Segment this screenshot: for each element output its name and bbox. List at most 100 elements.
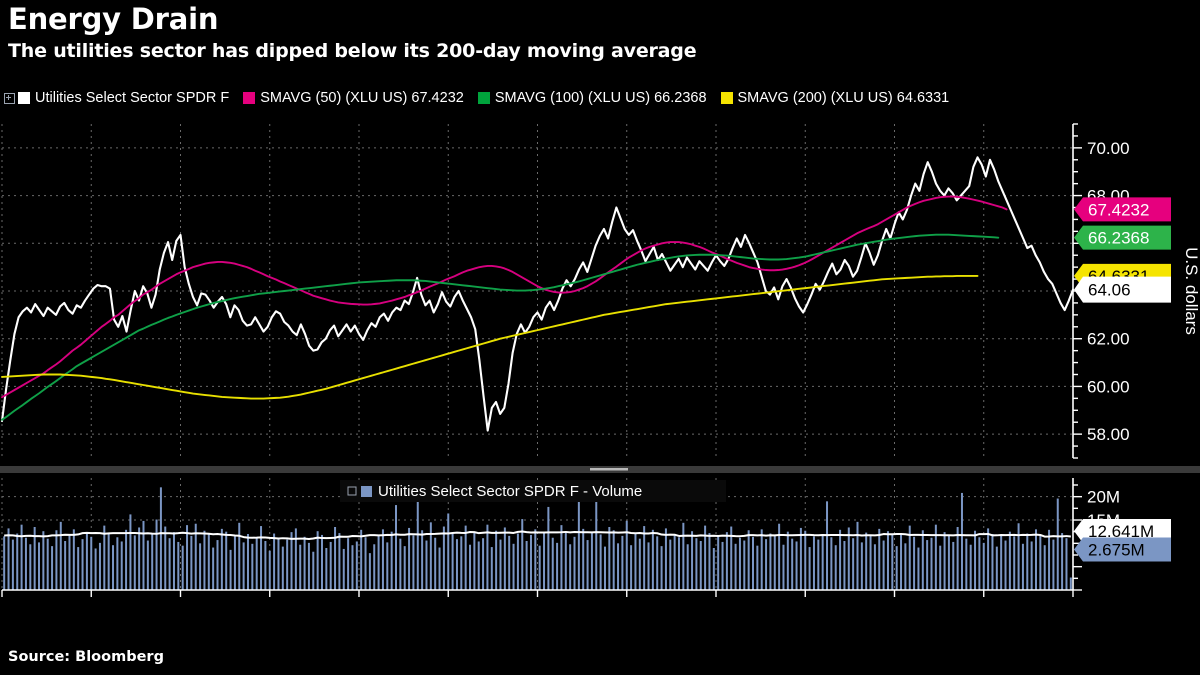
- legend-label-2: SMAVG (100) (XLU US) 66.2368: [494, 90, 707, 106]
- panel-splitter-handle[interactable]: [590, 468, 628, 471]
- volume-bar: [647, 542, 650, 590]
- volume-bar: [451, 534, 454, 590]
- volume-bar: [120, 541, 123, 590]
- volume-bar: [773, 534, 776, 590]
- volume-bar: [429, 522, 432, 590]
- volume-bar: [873, 544, 876, 590]
- volume-bar: [325, 548, 328, 590]
- volume-avg-line: [4, 530, 1071, 540]
- volume-bar: [233, 536, 236, 590]
- volume-bar: [334, 527, 337, 590]
- y-axis-title: U.S. dollars: [1182, 247, 1200, 335]
- volume-bar: [564, 531, 567, 590]
- volume-bar: [425, 540, 428, 590]
- volume-bar: [712, 548, 715, 590]
- volume-bar: [621, 535, 624, 590]
- legend-item-2[interactable]: SMAVG (100) (XLU US) 66.2368: [477, 90, 707, 106]
- volume-bar: [129, 514, 132, 590]
- svg-text:2.675M: 2.675M: [1088, 541, 1145, 560]
- volume-bar: [469, 544, 472, 590]
- volume-bar: [599, 534, 602, 590]
- volume-bar: [20, 524, 23, 590]
- volume-bar: [843, 541, 846, 590]
- volume-bar: [273, 533, 276, 590]
- volume-axis-label-20M: 20M: [1087, 488, 1120, 507]
- volume-bar: [395, 505, 397, 590]
- volume-bar: [1069, 577, 1072, 590]
- volume-bar: [155, 519, 158, 590]
- volume-bar: [229, 549, 232, 590]
- volume-bar: [146, 540, 149, 590]
- svg-text:66.2368: 66.2368: [1088, 229, 1149, 248]
- volume-bar: [830, 537, 833, 590]
- chart-legend: Utilities Select Sector SPDR F SMAVG (50)…: [4, 88, 1196, 108]
- volume-bar: [743, 540, 746, 590]
- volume-bar: [995, 546, 998, 590]
- volume-bar: [826, 501, 829, 590]
- volume-bar: [190, 535, 193, 590]
- volume-bar: [891, 534, 894, 590]
- volume-bar: [320, 534, 323, 590]
- volume-bar: [1030, 541, 1033, 590]
- volume-bar: [1052, 539, 1055, 590]
- volume-bar: [978, 537, 981, 590]
- volume-bar: [251, 543, 254, 590]
- volume-bar: [286, 539, 289, 590]
- volume-bar: [943, 532, 946, 590]
- volume-bar: [960, 492, 963, 590]
- volume-bar: [338, 533, 341, 590]
- volume-bar: [695, 538, 698, 590]
- expand-box-icon[interactable]: [347, 486, 357, 496]
- volume-bar: [177, 541, 180, 590]
- volume-bar: [98, 542, 101, 590]
- volume-bar: [342, 548, 345, 590]
- volume-bar: [212, 547, 215, 590]
- volume-bar: [625, 520, 628, 590]
- volume-bar: [151, 533, 154, 590]
- volume-bar: [390, 531, 393, 590]
- volume-bar: [660, 546, 663, 590]
- svg-text:64.06: 64.06: [1088, 281, 1131, 300]
- volume-bar: [299, 544, 302, 590]
- legend-item-0[interactable]: Utilities Select Sector SPDR F: [4, 90, 229, 106]
- volume-bar: [547, 506, 550, 590]
- volume-bar: [1061, 533, 1064, 590]
- volume-bar: [630, 545, 633, 590]
- volume-bar: [81, 539, 84, 590]
- price-axis-label-70.00: 70.00: [1087, 139, 1130, 158]
- volume-bar: [368, 553, 371, 590]
- volume-bar: [77, 547, 80, 590]
- volume-bar: [634, 532, 637, 590]
- volume-bar: [460, 536, 463, 590]
- volume-bar: [238, 522, 241, 590]
- volume-bar: [1056, 498, 1059, 590]
- volume-bar: [704, 525, 707, 590]
- volume-bar: [795, 541, 798, 590]
- volume-bar: [386, 542, 389, 590]
- volume-bar: [381, 529, 384, 590]
- volume-bar: [947, 535, 950, 590]
- volume-bar: [1008, 531, 1011, 590]
- volume-bar: [473, 532, 476, 590]
- volume-bar: [377, 535, 380, 590]
- volume-bar: [521, 519, 524, 590]
- expand-box-icon[interactable]: [4, 92, 15, 104]
- chart-svg: 58.0060.0062.0064.0066.0068.0070.00U.S. …: [0, 123, 1200, 597]
- volume-bar: [839, 529, 842, 590]
- volume-bar: [159, 487, 162, 590]
- volume-avg-tag: 12.641M: [1074, 519, 1171, 544]
- volume-bar: [181, 545, 184, 590]
- volume-bar: [112, 545, 115, 590]
- legend-item-1[interactable]: SMAVG (50) (XLU US) 67.4232: [243, 90, 464, 106]
- volume-bar: [164, 526, 167, 590]
- volume-bar: [225, 531, 228, 590]
- volume-bar: [133, 535, 136, 590]
- chart-plot-area: 58.0060.0062.0064.0066.0068.0070.00U.S. …: [0, 118, 1200, 598]
- volume-bar: [24, 537, 27, 590]
- volume-bar: [477, 541, 480, 590]
- volume-bar: [734, 543, 737, 590]
- legend-item-3[interactable]: SMAVG (200) (XLU US) 64.6331: [720, 90, 949, 106]
- volume-bar: [886, 531, 889, 590]
- volume-bar: [399, 538, 402, 590]
- volume-bar: [682, 522, 685, 590]
